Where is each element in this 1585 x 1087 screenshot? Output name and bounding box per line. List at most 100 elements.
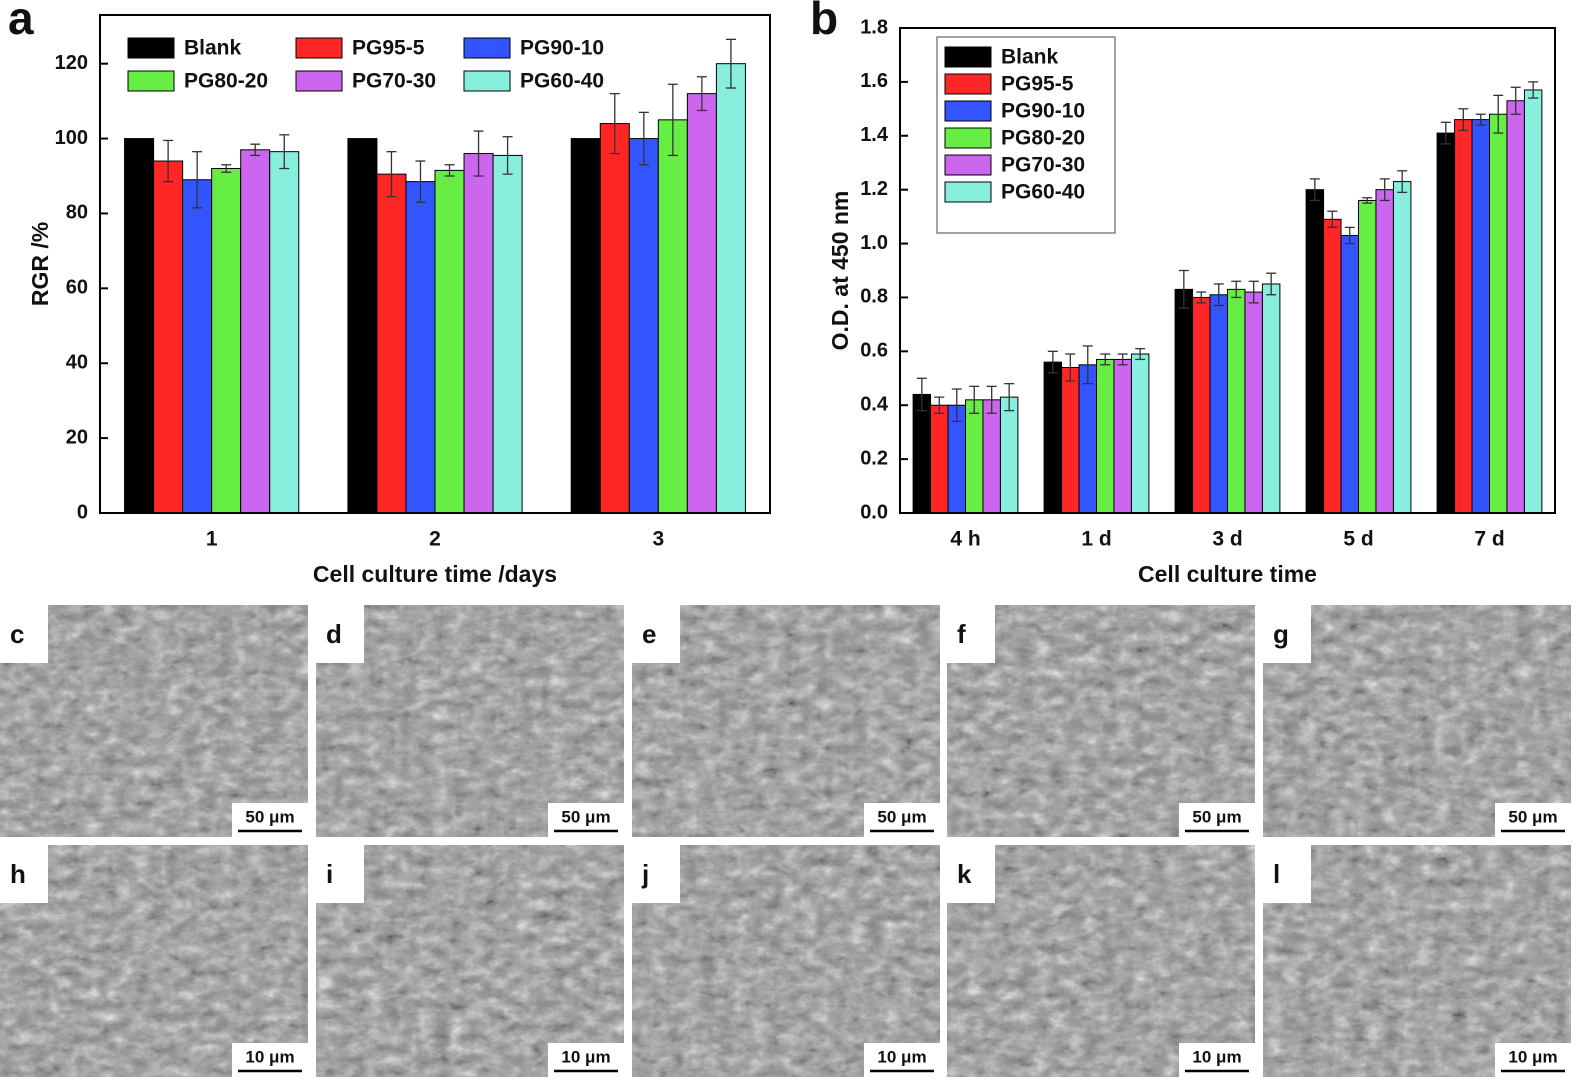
bar <box>1471 119 1490 514</box>
y-axis-label: O.D. at 450 nm <box>827 191 853 351</box>
bar <box>124 138 155 514</box>
bar <box>240 149 271 514</box>
bar <box>1192 296 1211 514</box>
error-bar <box>1065 353 1076 382</box>
scale-bar-label: 50 μm <box>1192 807 1241 826</box>
error-bar <box>1082 345 1093 385</box>
bar <box>405 181 436 514</box>
panel-label: f <box>957 619 966 649</box>
sem-image <box>0 845 308 1077</box>
sem-image <box>1263 605 1571 837</box>
panel-label: i <box>326 859 333 889</box>
error-bar <box>1379 178 1390 202</box>
error-bar <box>444 164 455 177</box>
bar <box>1078 364 1097 514</box>
error-bar <box>221 164 232 173</box>
bar <box>1392 181 1412 514</box>
error-bar <box>1047 350 1058 374</box>
error-bar <box>1231 280 1242 299</box>
error-bar <box>1100 353 1111 366</box>
bar <box>1261 283 1281 514</box>
panel-label: e <box>642 619 656 649</box>
y-tick-label: 1.6 <box>860 70 888 92</box>
panel-label: j <box>641 859 649 889</box>
bar <box>1113 358 1132 514</box>
legend-label: PG95-5 <box>1001 73 1074 96</box>
bar <box>1523 89 1543 514</box>
error-bar <box>1004 383 1015 412</box>
bar <box>1174 288 1194 514</box>
error-bar <box>1196 291 1207 304</box>
panel-label-box <box>947 845 995 903</box>
panel-label-box <box>0 845 48 903</box>
x-tick-label: 1 d <box>1081 528 1111 551</box>
y-axis-label: RGR /% <box>27 222 53 306</box>
y-tick-label: 40 <box>66 352 88 374</box>
panel-label: d <box>326 619 342 649</box>
sem-image <box>316 605 624 837</box>
panel-label: b <box>810 0 838 44</box>
bar <box>211 168 242 514</box>
legend-label: PG90-10 <box>520 37 604 60</box>
bar <box>182 179 213 514</box>
scale-bar-label: 10 μm <box>1508 1047 1557 1066</box>
bar <box>1096 358 1115 514</box>
legend-swatch <box>944 181 992 203</box>
y-tick-label: 0.4 <box>860 394 889 416</box>
bar <box>376 173 407 514</box>
y-tick-label: 80 <box>66 202 88 224</box>
bar <box>1305 189 1325 514</box>
legend-label: PG60-40 <box>520 70 604 93</box>
legend-label: Blank <box>184 37 242 60</box>
bar <box>434 169 465 514</box>
legend-swatch <box>295 70 343 92</box>
legend-swatch <box>463 37 511 59</box>
panel-label: c <box>10 619 24 649</box>
error-bar <box>1493 94 1504 134</box>
error-bar <box>725 38 736 89</box>
legend-label: PG80-20 <box>1001 127 1085 150</box>
error-bar <box>1178 269 1189 309</box>
error-bar <box>1458 108 1469 132</box>
bar <box>1244 291 1263 514</box>
error-bar <box>1117 353 1128 366</box>
bar <box>999 396 1019 514</box>
error-bar <box>951 388 962 423</box>
sem-image <box>947 845 1255 1077</box>
sem-image <box>947 605 1255 837</box>
error-bar <box>638 111 649 166</box>
bar <box>1489 113 1508 514</box>
bar <box>492 154 523 514</box>
legend-label: PG70-30 <box>352 70 436 93</box>
scale-bar-label: 50 μm <box>1508 807 1557 826</box>
x-axis-label: Cell culture time /days <box>313 561 557 587</box>
panel-label-box <box>632 605 680 663</box>
bar <box>153 160 184 514</box>
bar <box>1454 119 1473 514</box>
x-tick-label: 2 <box>429 528 441 551</box>
bar <box>912 393 932 514</box>
bar <box>463 153 494 514</box>
error-bar <box>1309 178 1320 202</box>
error-bar <box>1510 86 1521 115</box>
panel-label-box <box>316 845 364 903</box>
panel-label-box <box>316 605 364 663</box>
sem-image <box>316 845 624 1077</box>
sem-image <box>0 605 308 837</box>
scale-bar-label: 10 μm <box>245 1047 294 1066</box>
bar <box>599 123 630 514</box>
legend-label: PG80-20 <box>184 70 268 93</box>
panel-label: l <box>1273 859 1280 889</box>
y-tick-label: 0.6 <box>860 340 888 362</box>
panel-label-box <box>0 605 48 663</box>
legend-swatch <box>127 70 175 92</box>
plot-frame <box>99 14 771 514</box>
bar <box>1506 100 1525 514</box>
error-bar <box>1248 280 1259 304</box>
y-tick-label: 60 <box>66 277 88 299</box>
bar <box>1323 218 1342 514</box>
error-bar <box>696 76 707 112</box>
bar <box>1130 353 1150 514</box>
bar <box>1340 234 1359 514</box>
sem-image <box>1263 845 1571 1077</box>
